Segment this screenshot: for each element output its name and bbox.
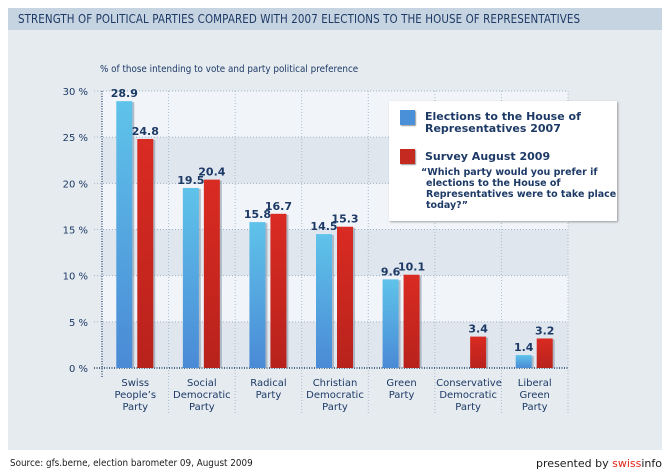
- y-tick-label: 15 %: [63, 226, 88, 237]
- value-label: 3.4: [468, 323, 488, 336]
- legend-note-line: elections to the House of: [426, 178, 561, 189]
- bar-2007: [116, 101, 133, 368]
- bar-2009: [270, 213, 287, 368]
- legend-note-line: today?”: [426, 200, 468, 211]
- bar-2007: [182, 187, 199, 368]
- category-label-line: Party: [255, 390, 282, 401]
- category-label-line: Party: [189, 402, 215, 413]
- category-label-line: Democratic: [439, 390, 497, 401]
- grid-band: [102, 229, 568, 276]
- legend-label-2007-line2: Representatives 2007: [425, 122, 561, 135]
- category-label-line: Green: [386, 378, 417, 389]
- bar-2009: [470, 336, 487, 368]
- category-label: Swiss People’s Party: [103, 378, 167, 414]
- category-label: Christian Democratic Party: [303, 378, 367, 414]
- legend-swatch-2007: [400, 110, 415, 125]
- category-label: Liberal Green Party: [503, 378, 567, 414]
- value-label: 16.7: [265, 200, 292, 213]
- value-label: 1.4: [514, 341, 534, 354]
- category-label-line: Social: [187, 378, 217, 389]
- bar-2007: [249, 222, 266, 368]
- category-label-line: Party: [122, 402, 149, 413]
- category-label-line: Radical: [250, 378, 287, 389]
- legend-note-line: “Which party would you prefer if: [421, 167, 598, 178]
- value-label: 15.3: [331, 213, 358, 226]
- y-tick-label: 20 %: [63, 179, 88, 190]
- category-label-line: Christian: [312, 378, 358, 389]
- category-label-line: People’s: [114, 390, 157, 401]
- value-label: 15.8: [244, 208, 271, 221]
- category-label: Radical Party: [236, 378, 300, 402]
- category-label-line: Party: [455, 402, 481, 413]
- category-label-line: Green: [519, 390, 550, 401]
- source-note: Source: gfs.berne, election barometer 09…: [10, 458, 253, 469]
- grid-band: [102, 275, 568, 322]
- title-bar: STRENGTH OF POLITICAL PARTIES COMPARED W…: [8, 8, 662, 30]
- bar-2009: [203, 179, 220, 368]
- legend-label-2009: Survey August 2009: [425, 150, 551, 163]
- value-label: 24.8: [132, 125, 159, 138]
- category-label-line: Party: [521, 402, 548, 413]
- value-label: 9.6: [381, 265, 401, 278]
- category-label-line: Party: [388, 390, 415, 401]
- brand-info: info: [641, 457, 662, 470]
- presented-by-text: presented by: [536, 457, 613, 470]
- bar-2009: [536, 338, 553, 368]
- category-label-line: Conservative: [436, 378, 502, 389]
- category-label: Conservative Democratic Party: [436, 378, 502, 414]
- category-label-line: Swiss: [121, 378, 150, 389]
- y-tick-label: 10 %: [63, 272, 88, 283]
- value-label: 3.2: [535, 324, 555, 337]
- bar-2007: [515, 355, 532, 368]
- value-label: 28.9: [111, 87, 138, 100]
- bar-2009: [137, 139, 154, 368]
- category-label: Green Party: [370, 378, 434, 402]
- value-label: 14.5: [310, 220, 337, 233]
- y-tick-label: 25 %: [63, 133, 88, 144]
- legend: Elections to the House of Representative…: [389, 101, 617, 221]
- y-tick-label: 30 %: [63, 87, 88, 98]
- legend-label-2007: Elections to the House of Representative…: [425, 111, 581, 135]
- category-label-line: Democratic: [173, 390, 231, 401]
- category-label-line: Liberal: [517, 378, 552, 389]
- y-tick-label: 0 %: [69, 364, 88, 375]
- legend-label-2007-line1: Elections to the House of: [425, 110, 581, 123]
- value-label: 19.5: [177, 174, 204, 187]
- legend-swatch-2009: [400, 149, 415, 164]
- value-label: 10.1: [398, 261, 425, 274]
- legend-note: “Which party would you prefer if electio…: [421, 167, 616, 211]
- category-label-line: Party: [322, 402, 348, 413]
- grid-band: [102, 321, 568, 368]
- chart-title: STRENGTH OF POLITICAL PARTIES COMPARED W…: [18, 12, 581, 26]
- value-label: 20.4: [198, 166, 225, 179]
- chart-subtitle: % of those intending to vote and party p…: [100, 64, 359, 75]
- bar-2009: [337, 226, 353, 368]
- brand-swiss: swiss: [612, 457, 642, 470]
- legend-note-line: Representatives were to take place: [426, 189, 617, 200]
- y-tick-label: 5 %: [69, 318, 88, 329]
- bar-2009: [403, 274, 420, 368]
- bar-2007: [316, 234, 332, 368]
- bar-2007: [382, 279, 399, 368]
- category-label-line: Democratic: [306, 390, 364, 401]
- category-label: Social Democratic Party: [170, 378, 234, 414]
- presented-by: presented by swissinfo: [536, 457, 662, 470]
